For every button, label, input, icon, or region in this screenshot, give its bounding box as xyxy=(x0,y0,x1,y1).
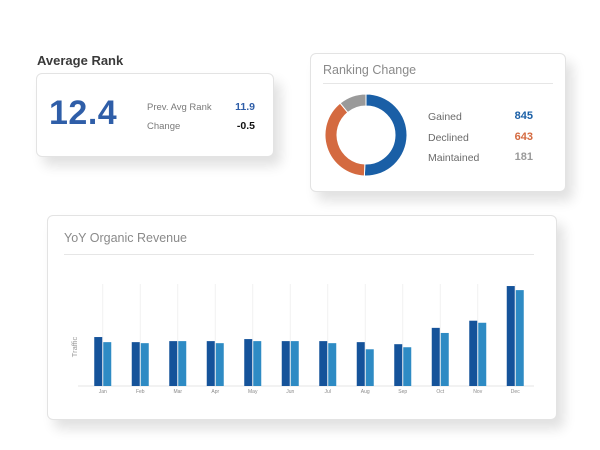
legend-value-gained: 845 xyxy=(514,110,533,122)
legend-label-gained: Gained xyxy=(428,111,462,123)
bar-jan-series-1 xyxy=(94,337,103,386)
revenue-chart-title: YoY Organic Revenue xyxy=(64,231,188,245)
legend-value-maintained: 181 xyxy=(514,151,533,163)
prev-avg-rank-value: 11.9 xyxy=(235,101,255,113)
bar-feb-series-2 xyxy=(140,343,149,386)
bar-jun-series-1 xyxy=(281,341,290,386)
donut-slice-maintained xyxy=(339,93,367,114)
change-value: -0.5 xyxy=(236,120,255,132)
x-tick-label-may: May xyxy=(248,389,258,395)
bar-may-series-1 xyxy=(244,339,253,386)
x-tick-label-oct: Oct xyxy=(436,389,444,395)
bar-jul-series-2 xyxy=(328,343,337,386)
revenue-divider xyxy=(64,254,534,255)
bar-sep-series-2 xyxy=(403,347,412,386)
bar-dec-series-2 xyxy=(515,290,524,386)
prev-avg-rank-label: Prev. Avg Rank xyxy=(147,102,212,113)
yoy-organic-revenue-card: YoY Organic Revenue Traffic Jan Feb Mar Apr M… xyxy=(47,215,557,420)
bar-apr-series-1 xyxy=(206,341,215,386)
bar-sep-series-1 xyxy=(394,344,403,386)
bar-apr-series-2 xyxy=(215,343,224,386)
donut-slice-declined xyxy=(324,102,366,177)
x-tick-label-sep: Sep xyxy=(398,389,407,395)
bar-aug-series-1 xyxy=(356,342,365,386)
x-tick-label-mar: Mar xyxy=(173,389,182,395)
average-rank-heading: Average Rank xyxy=(37,53,124,68)
bar-jul-series-1 xyxy=(319,341,328,386)
bar-may-series-2 xyxy=(253,341,262,386)
bar-aug-series-2 xyxy=(365,349,374,386)
change-label: Change xyxy=(147,121,181,132)
x-tick-label-apr: Apr xyxy=(211,389,219,395)
bar-oct-series-2 xyxy=(440,332,449,386)
bar-nov-series-1 xyxy=(469,320,478,386)
ranking-change-card: Ranking Change Gained 845 Declined 643 M… xyxy=(310,53,566,192)
average-rank-value: 12.4 xyxy=(49,94,118,132)
bar-mar-series-1 xyxy=(169,341,178,386)
x-tick-label-jan: Jan xyxy=(99,389,107,395)
legend-label-declined: Declined xyxy=(428,132,469,144)
y-axis-label: Traffic xyxy=(70,337,79,358)
ranking-change-donut-chart xyxy=(324,93,408,177)
legend-value-declined: 643 xyxy=(514,131,533,143)
x-tick-label-feb: Feb xyxy=(136,389,145,395)
bar-jan-series-2 xyxy=(103,342,112,386)
x-tick-label-jun: Jun xyxy=(286,389,294,395)
bar-jun-series-2 xyxy=(290,341,299,386)
ranking-change-title: Ranking Change xyxy=(323,63,417,77)
ranking-change-divider xyxy=(323,83,553,84)
bar-dec-series-1 xyxy=(506,286,515,386)
x-tick-label-jul: Jul xyxy=(325,389,331,395)
x-tick-label-aug: Aug xyxy=(361,389,370,395)
bar-feb-series-1 xyxy=(131,342,140,386)
x-tick-label-nov: Nov xyxy=(473,389,482,395)
legend-label-maintained: Maintained xyxy=(428,152,480,164)
bar-nov-series-2 xyxy=(478,322,487,386)
x-tick-label-dec: Dec xyxy=(511,389,520,395)
donut-slice-gained xyxy=(363,93,408,177)
revenue-bar-chart: Traffic Jan Feb Mar Apr May Jun Jul Aug Sep Oct Nov… xyxy=(70,284,534,395)
bar-mar-series-2 xyxy=(178,341,187,386)
bar-oct-series-1 xyxy=(431,327,440,386)
average-rank-card: 12.4 Prev. Avg Rank 11.9 Change -0.5 xyxy=(36,73,274,157)
